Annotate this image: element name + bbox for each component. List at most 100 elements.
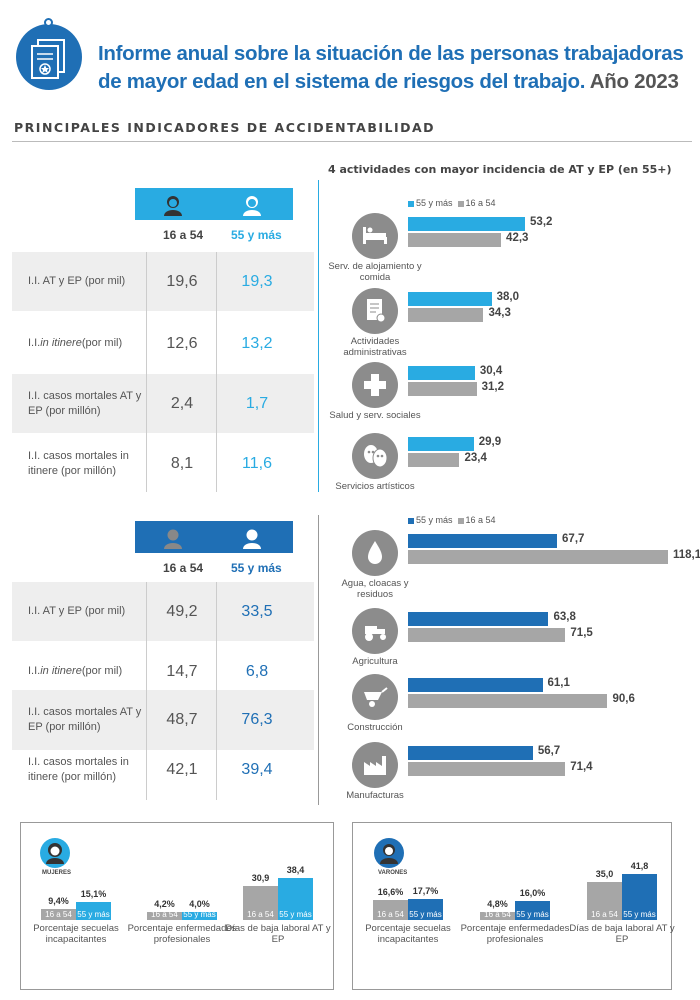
bar-younger <box>408 453 460 467</box>
men-col-young: 16 a 54 <box>163 561 204 575</box>
women-avatar-icon <box>40 838 70 868</box>
value-old: 39,4 <box>241 760 273 778</box>
activity-label: Servicios artísticos <box>335 481 415 492</box>
value-young: 49,2 <box>166 602 198 620</box>
title-line-1: Informe anual sobre la situación de las … <box>98 42 684 65</box>
man-young-icon <box>164 529 182 549</box>
activity-icon-circle <box>352 674 398 720</box>
value-old: 1,7 <box>245 394 269 412</box>
bar-older <box>408 366 475 380</box>
legend-older: 55 y más <box>416 515 453 525</box>
legend-younger: 16 a 54 <box>465 198 496 208</box>
row-label-italic: in itinere <box>40 665 82 677</box>
summary-bar-old: 55 y más <box>182 910 217 920</box>
value-old: 13,2 <box>241 334 273 352</box>
bed-icon <box>363 227 387 244</box>
activity-label: Salud y serv. sociales <box>329 410 421 421</box>
men-caption: VARONES <box>378 870 408 876</box>
row-label: I.I. casos mortales in itinere (por mill… <box>28 449 129 477</box>
summary-bar-value: 16,0% <box>519 887 546 898</box>
section-divider <box>12 141 692 142</box>
summary-bar-label: 55 y más <box>77 909 110 919</box>
bar-older <box>408 678 543 692</box>
summary-bar-value: 35,0 <box>595 868 614 879</box>
bar-younger <box>408 550 668 564</box>
summary-bar-young: 16 a 54 <box>373 900 408 920</box>
row-label-post: (por mil) <box>81 337 123 349</box>
activity-icon-circle <box>352 362 398 408</box>
summary-bar-young: 16 a 54 <box>243 886 278 920</box>
factory-icon <box>364 756 386 775</box>
bar-value: 61,1 <box>547 677 570 689</box>
bar-older <box>408 534 558 548</box>
summary-bar-value: 38,4 <box>286 864 305 875</box>
summary-bar-label: 16 a 54 <box>591 910 618 919</box>
summary-bar-old: 55 y más <box>408 898 443 920</box>
legend-swatch-older <box>408 200 414 207</box>
value-young: 42,1 <box>166 760 198 778</box>
bar-value: 118,1 <box>673 549 700 561</box>
woman-young-icon <box>164 196 182 216</box>
women-row-1: I.I. AT y EP (por mil) 19,6 19,3 <box>12 252 314 311</box>
summary-bar-label: 55 y más <box>183 910 216 919</box>
row-label: I.I. AT y EP (por mil) <box>28 605 126 617</box>
bar-value: 67,7 <box>562 533 585 545</box>
legend-older: 55 y más <box>416 198 453 208</box>
summary-metric-label: Días de baja laboral AT y EP <box>569 923 675 945</box>
row-label: I.I. casos mortales AT y EP (por millón) <box>28 706 142 733</box>
masks-icon <box>364 445 388 468</box>
value-old: 11,6 <box>242 454 272 472</box>
summary-metric-label: Porcentaje secuelas incapacitantes <box>33 923 119 945</box>
activity-label: Construcción <box>347 722 403 733</box>
men-avatar-icon <box>374 838 404 868</box>
water-drop-icon <box>368 541 382 564</box>
men-row-2: I.I. in itinere (por mil) 14,7 6,8 <box>12 642 314 701</box>
woman-icon <box>46 843 64 864</box>
row-label-pre: I.I. <box>28 337 41 349</box>
bar-value: 56,7 <box>537 745 561 757</box>
summary-bar-value: 9,4% <box>48 895 69 906</box>
row-label: I.I. casos mortales AT y EP (por millón) <box>28 389 142 417</box>
bar-younger <box>408 233 502 247</box>
page-title: Informe anual sobre la situación de las … <box>98 40 698 96</box>
women-row-3: I.I. casos mortales AT y EP (por millón)… <box>12 374 314 433</box>
men-legend: 55 y más 16 a 54 <box>408 515 496 525</box>
column-divider <box>146 582 147 800</box>
document-icon <box>367 299 386 323</box>
bar-value: 53,2 <box>530 216 553 228</box>
column-divider <box>216 252 217 492</box>
value-young: 48,7 <box>166 711 198 728</box>
value-young: 12,6 <box>166 334 198 352</box>
men-row-3: I.I. casos mortales AT y EP (por millón)… <box>12 690 314 750</box>
bar-value: 38,0 <box>496 291 519 303</box>
summary-bar-value: 15,1% <box>80 888 107 899</box>
bar-older <box>408 292 492 306</box>
bar-younger <box>408 762 566 776</box>
summary-bar-young: 16 a 54 <box>41 908 76 920</box>
value-young: 8,1 <box>170 454 194 472</box>
row-label-post: (por mil) <box>81 665 123 677</box>
summary-bar-label: 55 y más <box>409 909 442 919</box>
man-icon <box>380 844 398 864</box>
column-divider <box>216 582 217 800</box>
summary-bar-old: 55 y más <box>278 877 313 920</box>
bar-value: 23,4 <box>464 452 487 464</box>
summary-bar-value: 4,8% <box>487 899 508 909</box>
women-caption: MUJERES <box>42 870 72 876</box>
woman-older-icon <box>243 196 261 216</box>
bar-younger <box>408 382 477 396</box>
summary-bar-value: 41,8 <box>630 861 649 872</box>
bar-value: 31,2 <box>481 381 505 393</box>
tractor-icon <box>365 626 386 641</box>
bar-value: 90,6 <box>612 693 635 705</box>
report-logo <box>16 24 82 90</box>
bar-older <box>408 217 526 231</box>
bar-value: 34,3 <box>488 307 511 319</box>
bar-value: 71,4 <box>570 761 593 773</box>
legend-swatch-younger <box>457 200 464 207</box>
summary-bar-label: 16 a 54 <box>151 910 178 919</box>
activity-label: Agua, cloacas y residuos <box>341 578 409 600</box>
summary-bar-young: 16 a 54 <box>480 910 515 920</box>
men-connector-line <box>318 515 319 805</box>
summary-bar-label: 55 y más <box>516 909 549 919</box>
